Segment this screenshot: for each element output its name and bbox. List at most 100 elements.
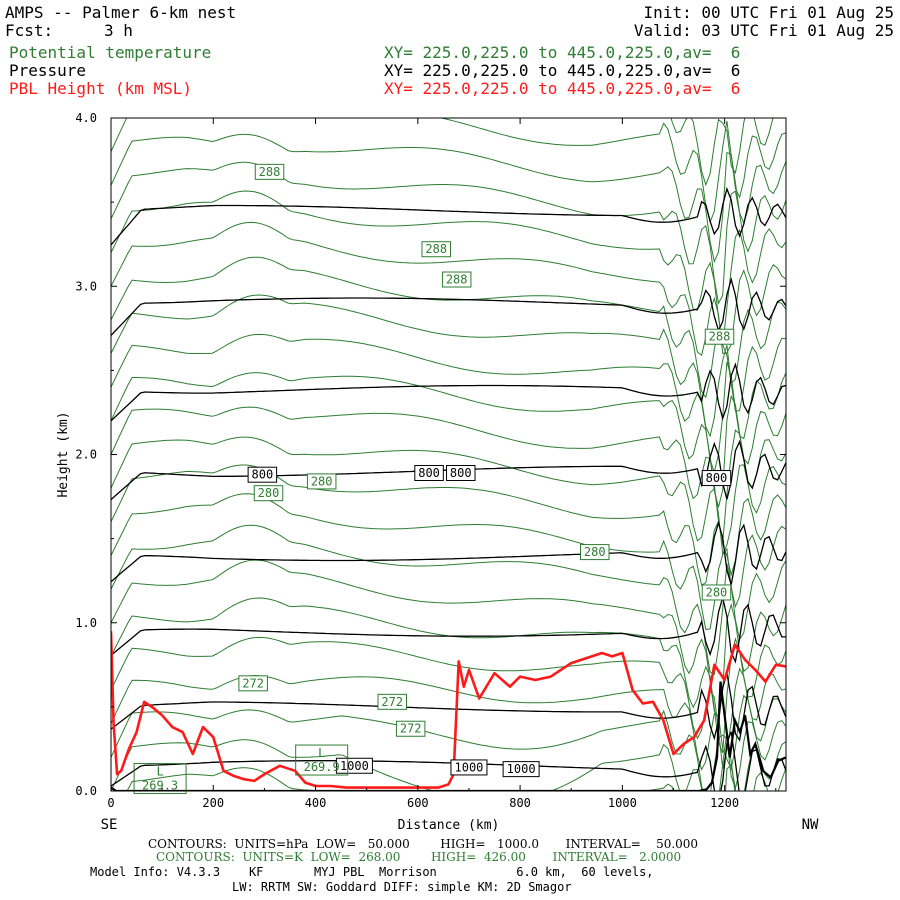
pressure-label-text: 800 xyxy=(450,466,472,480)
theta-contour-line xyxy=(111,118,786,224)
theta-label: 288 xyxy=(441,271,472,288)
pressure-label: 1000 xyxy=(502,761,540,778)
isobar-line xyxy=(111,520,786,585)
theta-label-box xyxy=(253,485,284,502)
theta-label-box xyxy=(421,241,451,258)
theta-label-box xyxy=(238,675,268,692)
theta-label-box xyxy=(441,271,472,288)
pressure-label-box xyxy=(701,470,732,487)
theta-label-text: 288 xyxy=(446,273,468,287)
chart-title: AMPS -- Palmer 6-km nest xyxy=(5,3,237,22)
field-pbl-xy: XY= 225.0,225.0 to 445.0,225.0,av= 6 xyxy=(384,79,741,98)
y-axis-label: Height (km) xyxy=(56,411,71,497)
isobar-line xyxy=(111,186,786,246)
pressure-label-text: 800 xyxy=(252,468,274,482)
axes: 0 200 400 600 800 1000 1200 0.0 1.0 2.0 3.0 4.0 Dist… xyxy=(56,111,819,833)
theta-contour-info: CONTOURS: UNITS=K LOW= 268.00 HIGH= 426.… xyxy=(156,850,682,864)
theta-contour-line xyxy=(111,493,786,630)
forecast-label: Fcst: xyxy=(5,21,54,40)
init-time: Init: 00 UTC Fri 01 Aug 25 xyxy=(643,3,894,22)
x-tick-label: 1200 xyxy=(710,796,739,810)
theta-label-text: 272 xyxy=(242,676,264,690)
forecast-value: 3 h xyxy=(104,21,133,40)
pressure-label: 800 xyxy=(247,466,278,483)
pressure-label: 1000 xyxy=(450,759,488,776)
theta-contour-line xyxy=(111,436,786,556)
y-tick-label: 2.0 xyxy=(75,448,97,462)
theta-contour-line xyxy=(111,597,786,754)
field-theta-xy: XY= 225.0,225.0 to 445.0,225.0,av= 6 xyxy=(384,43,741,62)
theta-contour-line xyxy=(111,709,786,791)
theta-label: 280 xyxy=(580,544,610,561)
extremum-value: 269.9 xyxy=(304,760,340,774)
pressure-label-box xyxy=(414,465,444,482)
y-tick-label: 4.0 xyxy=(75,111,97,125)
model-info: Model Info: V4.3.3 KF MYJ PBL Morrison 6… xyxy=(90,865,654,879)
x-tick-label: 400 xyxy=(305,796,327,810)
y-tick-label: 3.0 xyxy=(75,279,97,293)
y-tick-label: 0.0 xyxy=(75,784,97,798)
theta-contour-line xyxy=(111,221,786,357)
theta-label-text: 280 xyxy=(311,474,333,488)
theta-label-text: 280 xyxy=(258,486,280,500)
pressure-isobars xyxy=(111,186,786,791)
theta-contours xyxy=(111,118,786,791)
theta-label: 272 xyxy=(238,675,268,692)
theta-label-text: 280 xyxy=(584,545,606,559)
theta-label: 288 xyxy=(704,328,735,345)
contour-labels: 288 288 288 288 280 280 280 280 272 272 272 800 800 8… xyxy=(133,163,735,795)
pressure-label-box xyxy=(247,466,278,483)
theta-label: 288 xyxy=(421,241,451,258)
x-tick-label: 800 xyxy=(509,796,531,810)
pressure-label-text: 1000 xyxy=(507,762,536,776)
field-pressure-xy: XY= 225.0,225.0 to 445.0,225.0,av= 6 xyxy=(384,61,741,80)
x-axis-label: Distance (km) xyxy=(398,818,500,833)
theta-label-box xyxy=(704,328,735,345)
pressure-label-box xyxy=(450,759,488,776)
theta-contour-line xyxy=(111,464,786,586)
isobar-line xyxy=(111,277,786,336)
pressure-label: 1000 xyxy=(335,757,373,774)
theta-label-box xyxy=(306,473,337,490)
extremum-symbol: L xyxy=(156,765,163,779)
terrain-layer xyxy=(111,681,786,791)
theta-contour-line xyxy=(111,118,774,187)
theta-label-text: 288 xyxy=(425,242,447,256)
isobar-line xyxy=(111,597,786,664)
theta-contour-line xyxy=(111,406,786,543)
extremum-value: 269.3 xyxy=(142,779,178,793)
theta-contour-line xyxy=(111,256,786,399)
physics-info: LW: RRTM SW: Goddard DIFF: simple KM: 2D… xyxy=(232,880,572,894)
theta-contour-line xyxy=(111,333,786,474)
theta-label-box xyxy=(377,693,407,710)
x-tick-label: 0 xyxy=(107,796,114,810)
theta-label: 272 xyxy=(395,720,426,737)
extremum-box xyxy=(133,763,187,795)
pressure-label: 800 xyxy=(446,465,476,482)
field-pbl-name: PBL Height (km MSL) xyxy=(9,79,193,98)
pressure-label-text: 1000 xyxy=(340,759,369,773)
pressure-label: 800 xyxy=(414,465,444,482)
theta-label-box xyxy=(395,720,426,737)
valid-time: Valid: 03 UTC Fri 01 Aug 25 xyxy=(633,21,894,40)
theta-label-text: 288 xyxy=(709,330,731,344)
theta-label: 280 xyxy=(253,485,284,502)
theta-label-text: 288 xyxy=(259,165,281,179)
theta-contour-line xyxy=(111,636,786,769)
theta-contour-line xyxy=(111,524,786,676)
theta-contour-line xyxy=(111,675,786,771)
pressure-label-box xyxy=(335,757,373,774)
field-pressure-name: Pressure xyxy=(9,61,87,80)
theta-label-box xyxy=(254,163,285,180)
pressure-contour-info: CONTOURS: UNITS=hPa LOW= 50.000 HIGH= 10… xyxy=(148,837,699,851)
pressure-label-box xyxy=(446,465,476,482)
isobar-line xyxy=(111,362,786,422)
extremum-box xyxy=(295,744,349,776)
extremum-symbol: L xyxy=(318,746,325,760)
theta-label: 280 xyxy=(701,584,732,601)
theta-label: 288 xyxy=(254,163,285,180)
pressure-label: 800 xyxy=(701,470,732,487)
